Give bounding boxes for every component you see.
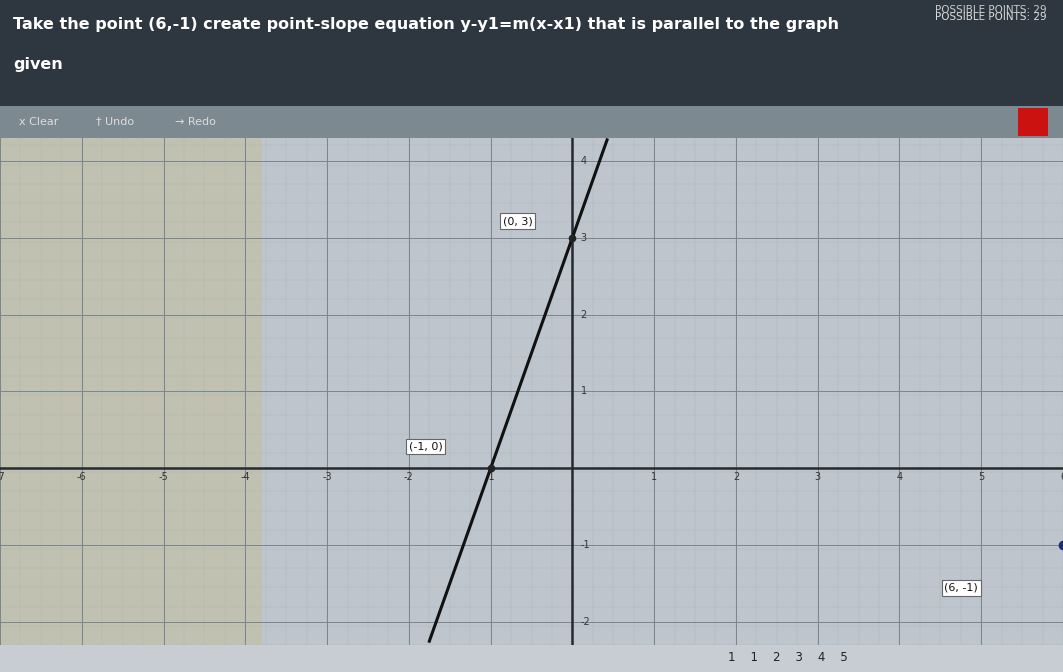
Text: (6, -1): (6, -1) bbox=[944, 583, 978, 593]
Text: 1: 1 bbox=[580, 386, 587, 396]
Text: † Undo: † Undo bbox=[96, 117, 134, 126]
Text: 2: 2 bbox=[732, 472, 739, 482]
Text: 3: 3 bbox=[814, 472, 821, 482]
Text: 1: 1 bbox=[652, 472, 657, 482]
Text: POSSIBLE POINTS: 29: POSSIBLE POINTS: 29 bbox=[935, 12, 1047, 22]
Text: -7: -7 bbox=[0, 472, 5, 482]
Text: -1: -1 bbox=[486, 472, 495, 482]
Text: 4: 4 bbox=[896, 472, 902, 482]
Text: → Redo: → Redo bbox=[175, 117, 216, 126]
Text: (0, 3): (0, 3) bbox=[503, 216, 533, 226]
Text: -2: -2 bbox=[404, 472, 414, 482]
FancyBboxPatch shape bbox=[0, 138, 261, 645]
FancyBboxPatch shape bbox=[0, 106, 1063, 138]
Text: -4: -4 bbox=[240, 472, 250, 482]
Text: 3: 3 bbox=[580, 233, 587, 243]
Text: -5: -5 bbox=[158, 472, 168, 482]
Text: -3: -3 bbox=[322, 472, 332, 482]
Text: -2: -2 bbox=[580, 617, 590, 627]
Text: given: given bbox=[13, 57, 63, 72]
Text: -1: -1 bbox=[580, 540, 590, 550]
Text: POSSIBLE POINTS: 29: POSSIBLE POINTS: 29 bbox=[935, 5, 1047, 15]
Text: 1    1    2    3    4    5: 1 1 2 3 4 5 bbox=[728, 651, 848, 664]
FancyBboxPatch shape bbox=[1018, 108, 1048, 136]
Text: -6: -6 bbox=[77, 472, 86, 482]
Text: 4: 4 bbox=[580, 156, 587, 166]
Text: x Clear: x Clear bbox=[19, 117, 58, 126]
Text: 2: 2 bbox=[580, 310, 587, 320]
FancyBboxPatch shape bbox=[0, 0, 1063, 108]
Text: (-1, 0): (-1, 0) bbox=[409, 442, 442, 452]
Text: 5: 5 bbox=[978, 472, 984, 482]
Text: 6: 6 bbox=[1060, 472, 1063, 482]
Text: Take the point (6,-1) create point-slope equation y-y1=m(x-x1) that is parallel : Take the point (6,-1) create point-slope… bbox=[13, 17, 839, 32]
